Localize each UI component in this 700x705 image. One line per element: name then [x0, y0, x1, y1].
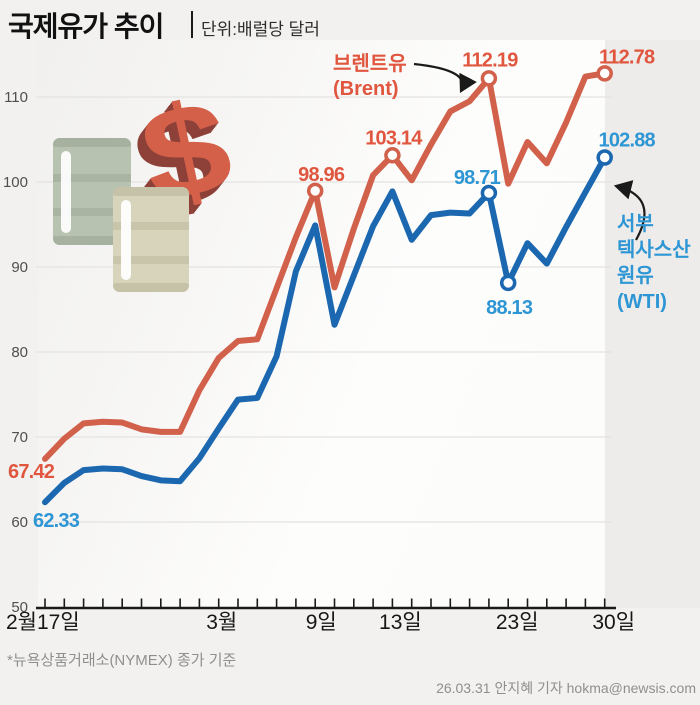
wti-legend-arrow: [613, 180, 646, 241]
barrel-ring: [53, 208, 131, 216]
wti-line: [42, 154, 608, 506]
y-axis-label-80: 80: [11, 344, 28, 361]
wti-value-label-24: 88.13: [486, 297, 533, 319]
barrel-rim: [113, 187, 189, 196]
y-axis-label-100: 100: [3, 174, 28, 191]
wti-legend-line2: 텍사스산: [617, 239, 691, 261]
wti-legend: 서부 텍사스산 원유 (WTI): [617, 211, 691, 315]
brent-legend-line2: (Brent): [333, 78, 399, 100]
brent-legend-line1: 브렌트유: [333, 53, 407, 75]
brent-marker-14: [306, 182, 324, 200]
x-axis-label-9일: 9일: [306, 611, 337, 634]
brent-line: [42, 70, 608, 462]
barrel-rim: [53, 138, 131, 147]
wti-marker-29: [596, 149, 613, 166]
right-gray-band: [605, 40, 700, 608]
y-axis-label-50: 50: [11, 599, 28, 616]
x-axis-label-3월: 3월: [206, 611, 237, 634]
title-divider: [191, 11, 193, 38]
source-footnote: *뉴욕상품거래소(NYMEX) 종가 기준: [7, 652, 237, 669]
brent-legend: 브렌트유 (Brent): [333, 52, 407, 102]
plot-background: [38, 40, 605, 608]
barrel-ring: [113, 256, 189, 264]
byline-credit: 26.03.31 안지혜 기자 hokma@newsis.com: [436, 680, 696, 696]
wti-value-label-29: 102.88: [599, 130, 656, 152]
y-axis-label-110: 110: [4, 89, 28, 106]
x-axis-label-30일: 30일: [592, 611, 635, 634]
brent-legend-arrow: [413, 62, 477, 93]
barrel-rim: [53, 236, 131, 245]
brent-marker-23: [480, 70, 498, 87]
wti-value-label-0: 62.33: [33, 510, 80, 532]
wti-marker-23: [480, 184, 498, 202]
barrel-rim: [113, 283, 189, 292]
y-axis-label-70: 70: [11, 429, 28, 446]
wti-marker-24: [499, 274, 517, 292]
brent-marker-29: [596, 65, 613, 82]
unit-label: 단위:배럴당 달러: [201, 20, 320, 39]
x-axis-label-2월17일: 2월17일: [6, 611, 80, 634]
oil-barrel-front-icon: [113, 187, 189, 292]
wti-legend-line4: (WTI): [617, 291, 667, 313]
brent-value-label-18: 103.14: [365, 127, 423, 149]
wti-legend-line3: 원유: [617, 265, 654, 287]
brent-value-label-23: 112.19: [462, 49, 518, 71]
wti-value-label-23: 98.71: [454, 167, 501, 189]
brent-value-label-14: 98.96: [298, 164, 345, 186]
brent-value-label-0: 67.42: [8, 461, 55, 483]
x-axis-label-13일: 13일: [379, 611, 422, 634]
page-title: 국제유가 추이: [8, 11, 164, 42]
x-axis-label-23일: 23일: [496, 611, 539, 634]
brent-value-label-29: 112.78: [599, 46, 655, 68]
brent-marker-18: [384, 147, 401, 164]
wti-legend-line1: 서부: [617, 213, 654, 235]
barrel-highlight: [121, 200, 131, 280]
y-axis-label-90: 90: [11, 259, 28, 276]
barrel-highlight: [61, 151, 71, 233]
barrel-ring: [113, 222, 189, 230]
barrel-ring: [53, 174, 131, 182]
y-axis-label-60: 60: [11, 514, 28, 531]
